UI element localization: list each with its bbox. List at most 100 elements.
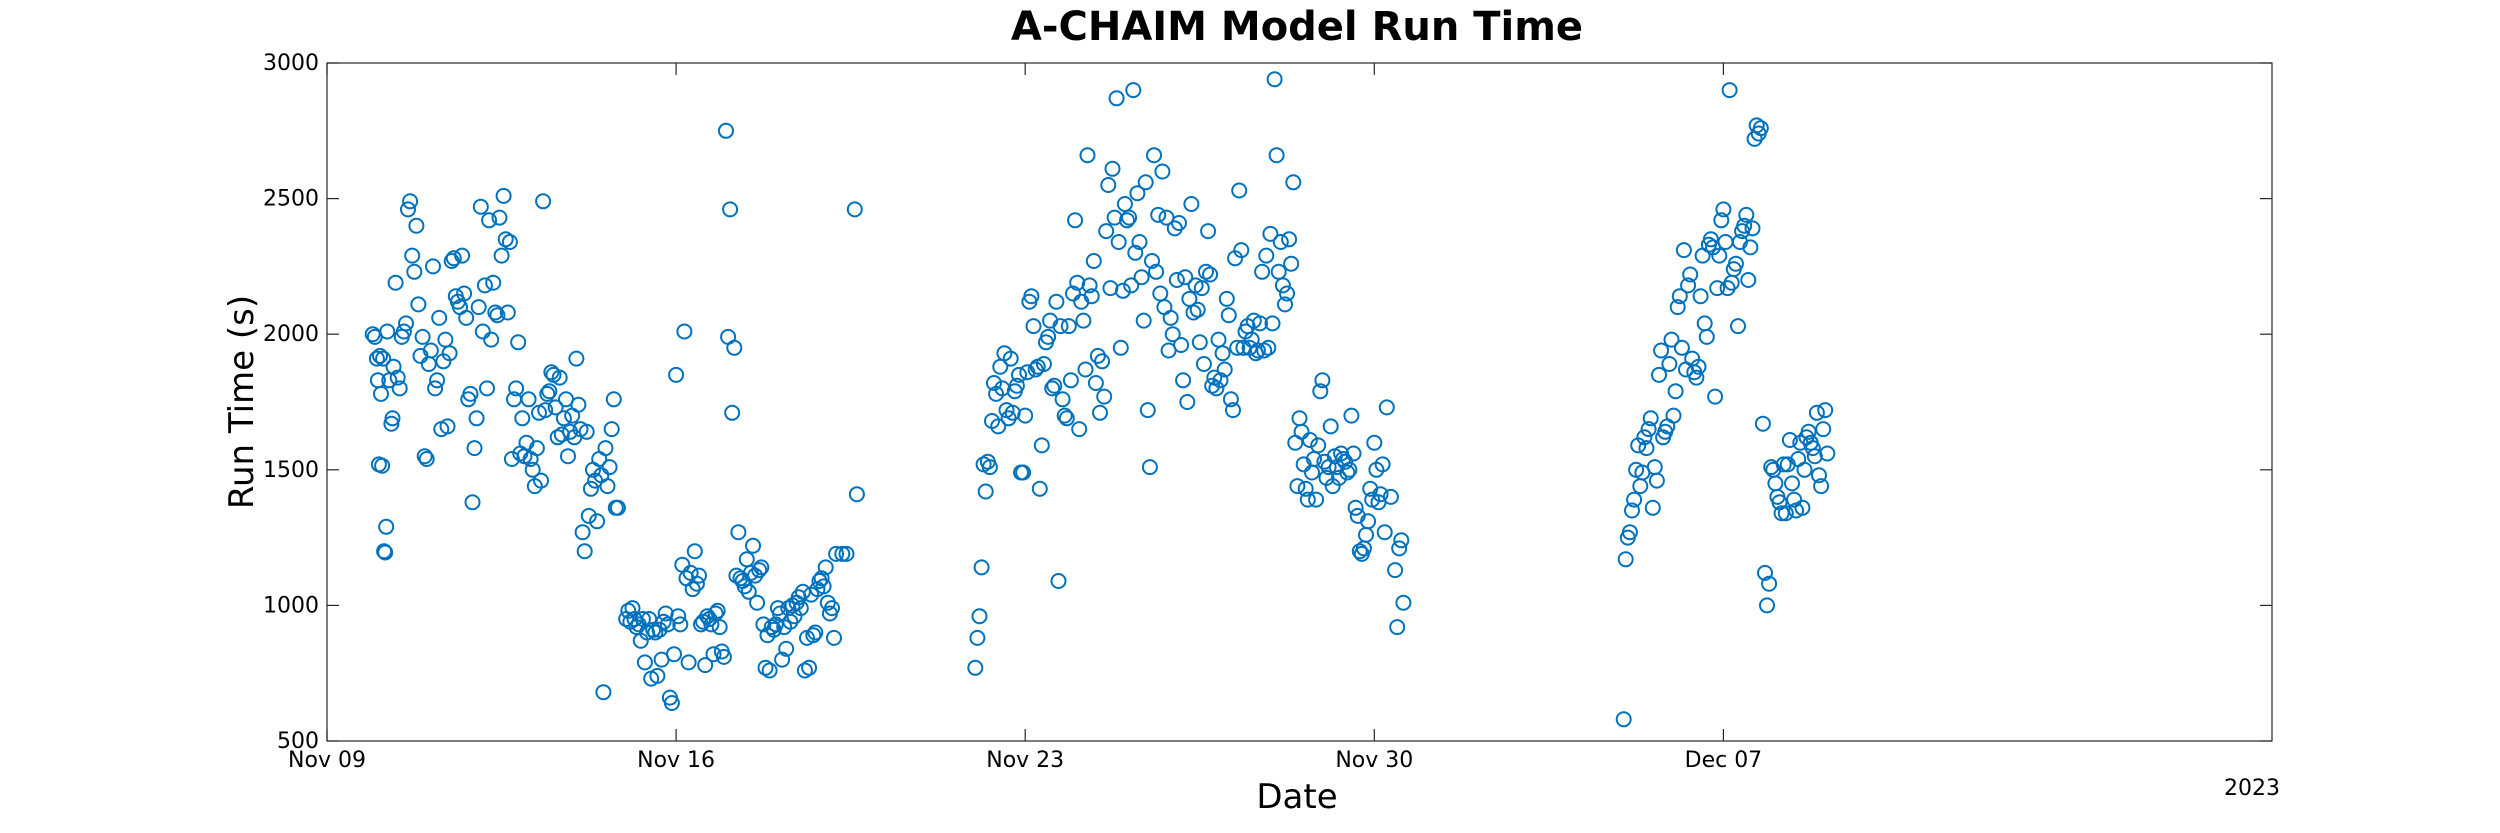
data-point — [1351, 543, 1368, 560]
data-point — [378, 518, 395, 535]
data-point — [1293, 423, 1310, 440]
data-point — [374, 457, 391, 474]
data-point — [801, 659, 818, 676]
data-point — [666, 646, 682, 663]
data-point — [1119, 212, 1135, 229]
data-point — [425, 258, 441, 275]
data-point — [1671, 288, 1688, 305]
data-point — [1299, 491, 1316, 508]
data-point — [645, 621, 662, 638]
x-tick-label: Nov 30 — [1335, 748, 1413, 773]
data-point — [1208, 380, 1225, 397]
data-point — [1815, 421, 1832, 438]
data-point — [1175, 372, 1192, 389]
data-point — [1162, 309, 1179, 326]
data-point — [1056, 407, 1073, 424]
data-point — [1096, 388, 1113, 405]
data-point — [595, 684, 612, 701]
data-point — [1129, 185, 1146, 202]
data-point — [491, 209, 508, 226]
y-tick-label: 1000 — [263, 593, 319, 618]
data-point — [601, 459, 618, 476]
data-point — [1229, 339, 1246, 356]
data-point — [1730, 318, 1746, 335]
data-point — [1222, 391, 1239, 408]
data-point — [1071, 421, 1088, 438]
data-point — [1761, 575, 1778, 592]
data-point — [1331, 469, 1347, 486]
data-point — [1811, 467, 1827, 484]
x-tick-label: Nov 09 — [288, 748, 366, 773]
data-point — [1366, 434, 1383, 451]
data-point — [400, 201, 416, 218]
y-tick-label: 500 — [277, 729, 319, 754]
data-point — [1387, 562, 1404, 579]
data-point — [1698, 328, 1715, 345]
data-point — [1391, 540, 1408, 557]
data-point — [1341, 461, 1358, 478]
chart-title: A-CHAIM Model Run Time — [1011, 4, 1583, 50]
data-point — [535, 193, 552, 210]
data-point — [439, 418, 456, 435]
data-point — [1343, 407, 1360, 424]
data-point — [751, 562, 768, 579]
data-point — [364, 326, 381, 343]
data-point — [580, 507, 597, 524]
data-point — [377, 544, 394, 561]
data-point — [373, 385, 389, 402]
data-point — [651, 621, 668, 638]
x-axis-year-label: 2023 — [2224, 776, 2280, 801]
data-point — [1083, 288, 1100, 305]
data-point — [1653, 342, 1670, 359]
data-point — [763, 619, 780, 636]
data-point — [1702, 231, 1719, 248]
data-point — [1015, 464, 1032, 481]
data-point — [1308, 491, 1325, 508]
data-point — [458, 309, 475, 326]
data-point — [1023, 288, 1040, 305]
data-point — [1125, 82, 1142, 99]
data-point — [495, 187, 512, 204]
data-point — [1617, 551, 1634, 568]
data-point — [846, 201, 863, 218]
data-point — [479, 380, 495, 397]
data-point — [1179, 394, 1196, 410]
data-point — [848, 486, 865, 503]
data-point — [1648, 472, 1665, 489]
data-point — [705, 646, 722, 663]
data-point — [582, 480, 599, 497]
data-point — [1094, 353, 1111, 370]
data-point — [1033, 437, 1050, 454]
data-point — [1794, 499, 1811, 516]
data-point — [1817, 402, 1834, 419]
data-point — [726, 339, 743, 356]
data-point — [1777, 505, 1794, 522]
data-point — [1748, 117, 1765, 134]
data-point — [792, 600, 809, 617]
data-point — [1114, 282, 1131, 299]
data-point — [1378, 399, 1395, 416]
data-point — [1127, 244, 1144, 261]
data-point — [834, 545, 851, 562]
data-point — [971, 608, 988, 625]
data-point — [520, 391, 537, 408]
data-point — [410, 296, 427, 313]
data-point — [1164, 326, 1181, 343]
data-point — [1264, 315, 1281, 332]
data-point — [1297, 480, 1314, 497]
data-point — [560, 448, 576, 465]
data-point — [510, 334, 527, 351]
data-point — [1065, 285, 1081, 302]
x-axis-label: Date — [1256, 777, 1337, 817]
data-point — [1688, 369, 1705, 386]
data-point — [1104, 160, 1121, 177]
data-point — [1148, 263, 1165, 280]
x-tick-label: Dec 07 — [1685, 748, 1763, 773]
data-point — [379, 323, 396, 340]
data-point — [537, 402, 554, 419]
data-point — [441, 345, 458, 362]
data-point — [688, 575, 705, 592]
data-point — [576, 543, 593, 560]
data-point — [528, 440, 545, 457]
data-point — [1133, 269, 1150, 286]
